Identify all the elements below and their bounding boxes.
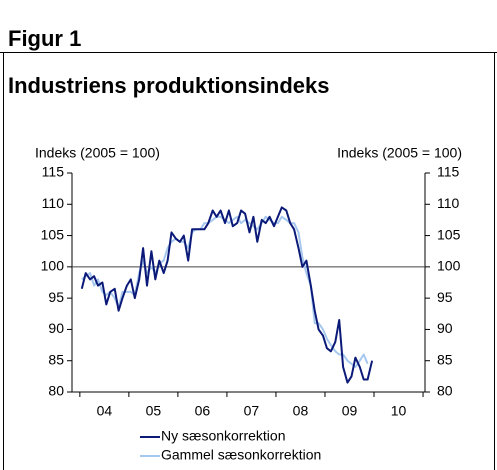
y-tick-label: 115	[42, 164, 65, 180]
y2-tick-label: 80	[437, 383, 453, 399]
legend-label: Ny sæsonkorrektion	[161, 428, 286, 444]
y-tick-label: 90	[48, 320, 64, 336]
x-tick-label: 05	[146, 403, 162, 419]
y-tick-label: 85	[48, 351, 64, 367]
x-tick-label: 07	[244, 403, 260, 419]
y2-tick-label: 85	[437, 351, 453, 367]
chart-title: Industriens produktionsindeks	[8, 73, 329, 98]
y2-tick-label: 90	[437, 320, 453, 336]
y2-tick-label: 110	[437, 195, 460, 211]
y2-tick-label: 115	[437, 164, 460, 180]
x-tick-label: 06	[195, 403, 211, 419]
legend-label: Gammel sæsonkorrektion	[161, 447, 321, 463]
y2-tick-label: 100	[437, 258, 461, 274]
y2-tick-label: 95	[437, 289, 453, 305]
y-axis-label: Indeks (2005 = 100)	[35, 145, 160, 161]
y2-tick-label: 105	[437, 226, 461, 242]
y-tick-label: 80	[48, 383, 64, 399]
figure-label: Figur 1	[8, 26, 81, 51]
series-line	[80, 206, 374, 384]
x-tick-label: 09	[342, 403, 358, 419]
x-tick-label: 04	[97, 403, 113, 419]
y-tick-label: 100	[41, 258, 65, 274]
y-tick-label: 105	[41, 226, 65, 242]
x-tick-label: 08	[293, 403, 309, 419]
y2-axis-label: Indeks (2005 = 100)	[337, 145, 462, 161]
x-tick-label: 10	[391, 403, 407, 419]
y-tick-label: 110	[42, 195, 65, 211]
y-tick-label: 95	[48, 289, 64, 305]
